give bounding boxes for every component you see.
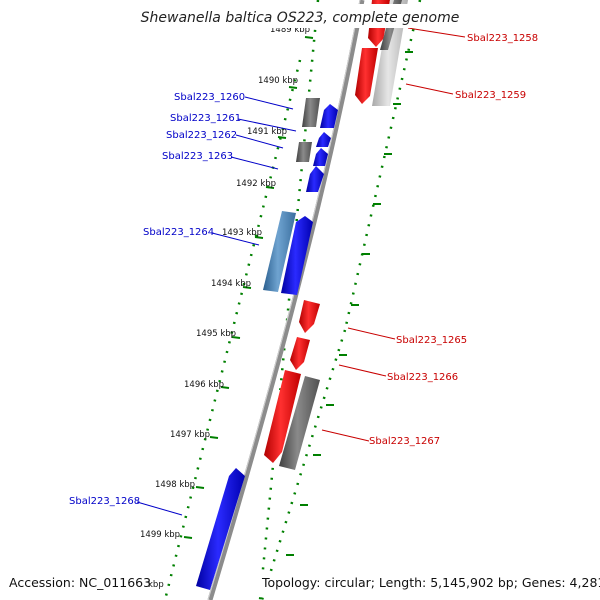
map-title: Shewanella baltica OS223, complete genom… (141, 10, 460, 26)
feature-steel-1 (263, 211, 296, 292)
gene-arrow-sbal223-1266[interactable] (290, 337, 310, 370)
topology-text: Topology: circular; Length: 5,145,902 bp… (261, 575, 600, 590)
gene-label-sbal223-1265[interactable]: Sbal223_1265 (396, 335, 467, 346)
tick-label: 1490 kbp (258, 76, 298, 86)
feature-gray-3 (296, 142, 312, 162)
tick-label: 1492 kbp (236, 179, 276, 189)
genome-backbone (207, 0, 365, 600)
gene-arrow-sbal223-1268[interactable] (196, 468, 245, 590)
outer-ring-dotted (258, 0, 320, 600)
tick-label: 1489 kbp (270, 25, 310, 35)
gene-label-sbal223-1268[interactable]: Sbal223_1268 (69, 496, 140, 507)
gene-label-sbal223-1262[interactable]: Sbal223_1262 (166, 130, 237, 141)
gene-arrow-sbal223-1261[interactable] (316, 132, 331, 147)
gene-label-sbal223-1260[interactable]: Sbal223_1260 (174, 92, 245, 103)
feature-gray-4 (279, 376, 320, 470)
tick-label: 1496 kbp (184, 380, 224, 390)
footer-backing-left (0, 572, 148, 594)
tick-label: 1498 kbp (155, 480, 195, 490)
gene-label-sbal223-1267[interactable]: Sbal223_1267 (369, 436, 440, 447)
gene-arrow-sbal223-1259[interactable] (355, 48, 378, 104)
feature-gray-2 (302, 98, 320, 127)
tick-label: 1497 kbp (170, 430, 210, 440)
gene-arrow-sbal223-1265[interactable] (299, 300, 320, 333)
gene-arrow-sbal223-1260[interactable] (320, 104, 338, 128)
gene-arrow-sbal223-1267[interactable] (264, 370, 301, 463)
tick-label: 1499 kbp (140, 530, 180, 540)
tick-label: 1493 kbp (222, 228, 262, 238)
gene-label-sbal223-1266[interactable]: Sbal223_1266 (387, 372, 458, 383)
gene-arrow-sbal223-1263[interactable] (306, 166, 324, 192)
gene-arrow-sbal223-1264[interactable] (281, 216, 313, 295)
gene-label-sbal223-1263[interactable]: Sbal223_1263 (162, 151, 233, 162)
gene-label-sbal223-1258[interactable]: Sbal223_1258 (467, 33, 538, 44)
tick-label: 1494 kbp (211, 279, 251, 289)
tick-label: 1491 kbp (247, 127, 287, 137)
tick-label: 1495 kbp (196, 329, 236, 339)
label-connectors (136, 27, 466, 516)
title-backing (138, 4, 464, 28)
tick-marks (183, 36, 413, 556)
accession-text: Accession: NC_011663 (9, 575, 151, 590)
gene-arrow-sbal223-1262[interactable] (313, 148, 328, 166)
tick-label: kbp (148, 580, 164, 590)
inner-ring-dotted-lower (260, 329, 347, 600)
tick-labels: 1489 kbp 1490 kbp 1491 kbp 1492 kbp 1493… (140, 25, 310, 590)
gene-label-sbal223-1264[interactable]: Sbal223_1264 (143, 227, 214, 238)
gene-label-sbal223-1261[interactable]: Sbal223_1261 (170, 113, 241, 124)
footer-backing-right (258, 572, 600, 594)
gene-label-sbal223-1259[interactable]: Sbal223_1259 (455, 90, 526, 101)
